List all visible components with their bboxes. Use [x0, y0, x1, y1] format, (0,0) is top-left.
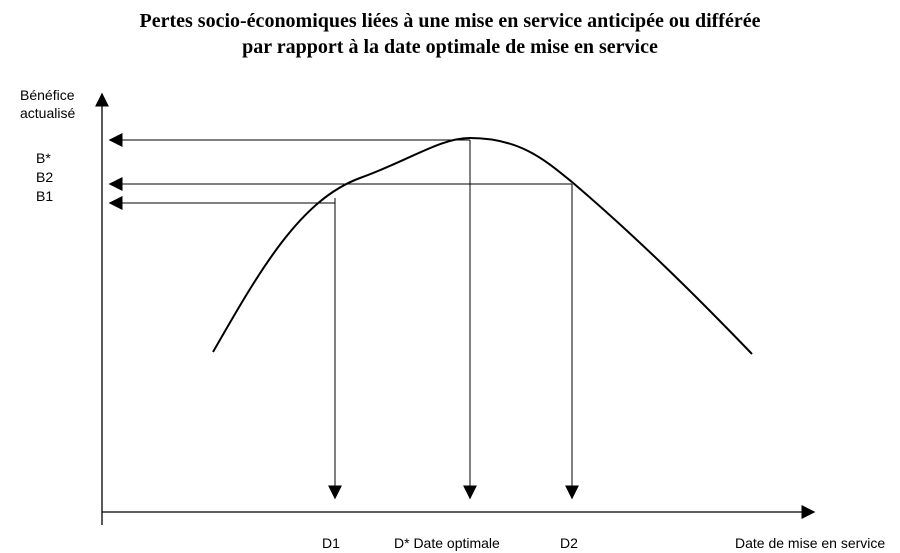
y-axis-label: Bénéfice — [20, 87, 75, 103]
title-line: Pertes socio-économiques liées à une mis… — [140, 10, 761, 32]
arrows — [108, 133, 579, 500]
x-label: D* Date optimale — [394, 535, 500, 551]
y-label: B1 — [36, 188, 53, 204]
curve — [212, 136, 753, 355]
x-label: D1 — [322, 535, 340, 551]
title-line: par rapport à la date optimale de mise e… — [242, 36, 658, 58]
x-axis-label: Date de mise en service — [735, 535, 885, 551]
axes — [95, 92, 816, 525]
y-label: B* — [36, 150, 51, 166]
x-label: D2 — [560, 535, 578, 551]
y-axis-label: actualisé — [20, 105, 75, 121]
y-label: B2 — [36, 169, 53, 185]
